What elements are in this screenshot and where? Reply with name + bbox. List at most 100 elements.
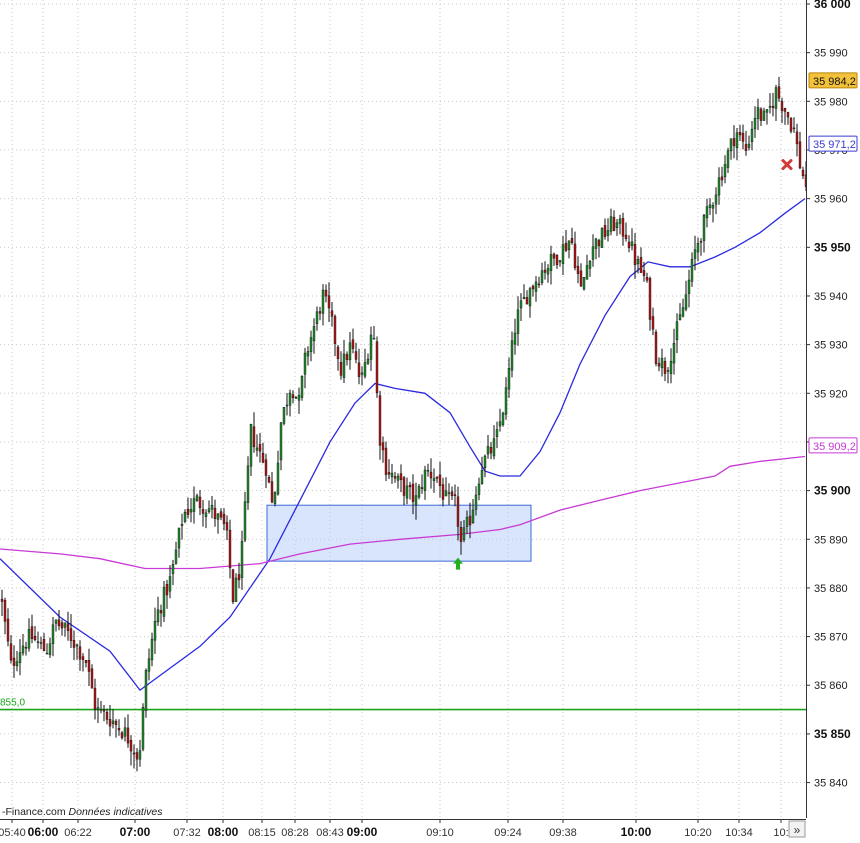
candle-body: [750, 128, 754, 143]
candle-body: [90, 668, 94, 689]
candle-body: [39, 642, 43, 644]
candle-body: [549, 254, 553, 271]
candle-body: [801, 169, 805, 177]
exit-cross-icon: [781, 159, 793, 171]
candles-layer: [0, 76, 808, 772]
candle-body: [537, 283, 541, 286]
candle-body: [714, 194, 718, 205]
time-tick-label: 07:00: [120, 825, 151, 838]
candle-body: [474, 494, 478, 510]
candle-body: [705, 206, 709, 219]
price-tick-label: 35 960: [814, 194, 848, 206]
candle-body: [441, 484, 445, 500]
candle-body: [765, 109, 769, 113]
candle-body: [225, 522, 229, 531]
candle-body: [795, 131, 799, 145]
candle-body: [606, 230, 610, 236]
scroll-right-icon: »: [794, 823, 801, 837]
candle-body: [375, 341, 379, 394]
price-tick-label: 35 870: [814, 632, 848, 644]
candle-body: [387, 472, 391, 475]
candle-body: [435, 476, 439, 479]
candle-body: [669, 361, 673, 374]
candle-body: [405, 485, 409, 499]
candle-body: [645, 277, 649, 281]
time-tick-label: 10:20: [684, 827, 712, 838]
candle-body: [33, 636, 37, 640]
candle-body: [426, 470, 430, 472]
candle-body: [657, 363, 661, 367]
candle-body: [240, 541, 244, 578]
candle-body: [159, 610, 163, 614]
candle-body: [732, 138, 736, 147]
time-tick-label: 09:10: [426, 827, 454, 838]
candle-body: [138, 750, 142, 760]
price-tick-label: 35 900: [814, 484, 851, 498]
candle-body: [522, 297, 526, 300]
candle-body: [477, 483, 481, 496]
candle-body: [246, 465, 250, 503]
candle-body: [702, 214, 706, 241]
candle-body: [219, 511, 223, 518]
candle-body: [465, 517, 469, 527]
candle-body: [357, 362, 361, 377]
candle-body: [582, 277, 586, 290]
candle-body: [369, 334, 373, 360]
candle-body: [798, 141, 802, 169]
price-marker-box: [808, 135, 858, 152]
candle-body: [729, 138, 733, 152]
candle-body: [129, 740, 133, 752]
candle-body: [93, 687, 97, 710]
candle-body: [558, 260, 562, 263]
time-tick-label: 05:40: [0, 827, 26, 838]
candle-body: [786, 111, 790, 118]
candle-body: [636, 259, 640, 265]
candle-body: [600, 228, 604, 248]
candle-body: [651, 316, 655, 330]
candle-body: [102, 709, 106, 712]
candle-body: [108, 719, 112, 727]
candle-body: [531, 285, 535, 290]
candle-body: [648, 278, 652, 320]
scroll-right-button[interactable]: [788, 820, 806, 838]
candle-body: [189, 509, 193, 513]
candle-body: [735, 132, 739, 148]
candle-body: [492, 438, 496, 457]
candle-body: [111, 720, 115, 724]
candle-body: [396, 475, 400, 481]
candle-body: [96, 707, 100, 710]
candle-body: [141, 707, 145, 750]
candle-body: [324, 289, 328, 297]
candle-body: [579, 270, 583, 287]
candle-body: [105, 712, 109, 720]
candle-body: [51, 624, 55, 644]
price-tick-label: 35 860: [814, 680, 848, 692]
price-tick-label: 35 990: [814, 48, 848, 60]
candle-body: [597, 240, 601, 247]
candle-body: [36, 641, 40, 644]
candle-body: [63, 622, 67, 628]
candle-body: [540, 270, 544, 284]
candle-body: [261, 453, 265, 463]
candle-body: [315, 311, 319, 324]
candle-body: [414, 495, 418, 506]
candle-body: [21, 645, 25, 654]
candle-body: [519, 300, 523, 309]
candle-body: [354, 351, 358, 360]
candle-body: [234, 577, 238, 602]
candle-body: [27, 629, 31, 649]
candle-body: [555, 254, 559, 265]
candle-body: [75, 644, 79, 647]
candle-body: [168, 576, 172, 592]
credit-brand: -Finance.com: [2, 806, 69, 818]
candle-body: [279, 422, 283, 461]
candle-body: [771, 105, 775, 108]
time-tick-label: 09:38: [549, 827, 577, 838]
candle-body: [594, 238, 598, 249]
candle-body: [660, 358, 664, 369]
candle-body: [444, 490, 448, 497]
candle-body: [744, 144, 748, 151]
candle-body: [300, 376, 304, 398]
candle-body: [783, 108, 787, 112]
price-tick-label: 35 840: [814, 778, 848, 790]
